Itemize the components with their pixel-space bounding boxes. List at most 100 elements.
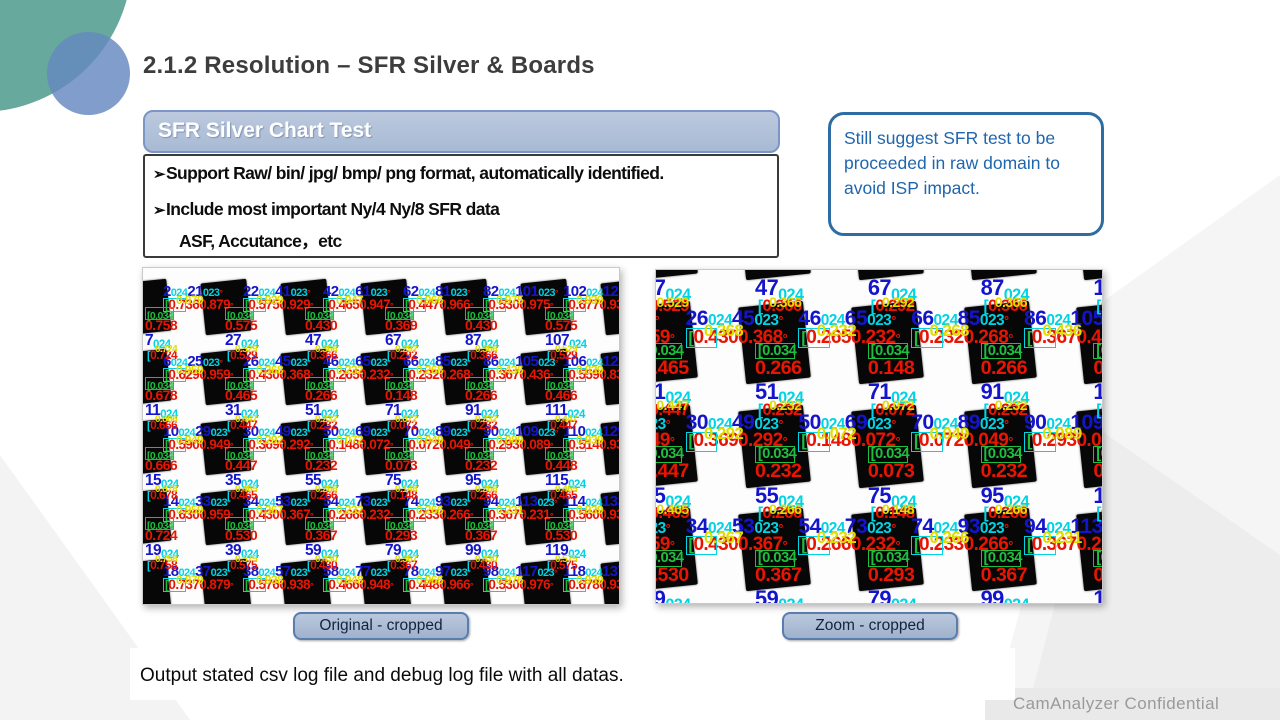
sfr-gap-value: 0.073 — [867, 460, 915, 483]
sfr-gap-index: 47024 — [305, 332, 339, 351]
teal-circle-decoration — [0, 0, 132, 112]
sfr-pair-label: 1002429023° — [656, 416, 671, 434]
sfr-pair-label: 2202441023° — [243, 283, 311, 300]
sfr-square-value: 0.072 [0.1480.072° — [798, 425, 901, 452]
sfr-pair-label: 7002489023° — [911, 411, 1009, 435]
sfr-gap-marker: [0.034 — [385, 517, 414, 533]
sfr-gap-subvalue: 0.575 [0.575 — [547, 553, 578, 572]
sfr-gap-marker: [0.034 — [656, 342, 684, 360]
sfr-square-value: 0.232 [0.2660.232° — [323, 502, 394, 522]
sfr-gap-subvalue: 0.529[0.529 — [1096, 297, 1102, 316]
sfr-square-value: 0.959[0.6290.959° — [656, 328, 675, 347]
sfr-gap-index: 107024 — [1093, 275, 1102, 301]
sfr-gap-marker: [0.034 — [867, 549, 910, 567]
sfr-gap-value: 0.465 — [225, 387, 258, 403]
caption-zoom-cropped: Zoom - cropped — [782, 612, 958, 640]
sfr-pair-label: 7402493023° — [911, 514, 1009, 538]
sfr-gap-marker: [0.034 — [755, 342, 797, 360]
sfr-gap-value: 0.530 — [1093, 564, 1102, 586]
sfr-square-value: 0.368 [0.4300.368° — [685, 322, 788, 349]
sfr-gap-value: 0.430 — [305, 317, 338, 333]
sfr-gap-subvalue: 0.447[0.447 — [227, 413, 258, 432]
sfr-gap-marker: [0.034 — [385, 307, 414, 323]
sfr-gap-subvalue: 0.430 [0.430 — [467, 553, 498, 572]
sfr-gap-subvalue: 0.266 [0.266 — [983, 500, 1028, 523]
sfr-gap-marker: [0.034 — [1093, 549, 1102, 567]
sfr-gap-marker: [0.034 — [145, 307, 174, 323]
sfr-gap-value: 0.678 — [145, 387, 178, 403]
sfr-gap-marker: [0.034 — [980, 342, 1022, 360]
sfr-gap-subvalue: 0.366 [0.366 — [757, 293, 802, 316]
sfr-gap-marker: [0.034 — [545, 517, 574, 533]
sfr-gap-index: 99024 — [465, 542, 499, 561]
sfr-square-value: 0.939[0.5600.939° — [563, 502, 619, 522]
bullet-item: ➢Support Raw/ bin/ jpg/ bmp/ png format,… — [153, 164, 664, 183]
sfr-gap-index: 91024 — [465, 402, 499, 421]
sfr-square-value: 0.879 [0.7370.879° — [163, 572, 234, 592]
sfr-gap-index: 87024 — [980, 275, 1030, 304]
sfr-gap-subvalue: 0.575 [0.575 — [227, 553, 258, 572]
sfr-gap-value: 0.293 — [385, 527, 418, 543]
sfr-gap-marker: [0.034 — [755, 446, 797, 463]
sfr-gap-subvalue: 0.666 [0.666 — [147, 413, 178, 432]
sfr-gap-marker: [0.034 — [225, 447, 254, 463]
sfr-gap-value: 0.266 — [980, 356, 1028, 379]
sfr-pair-label: 94024113023° — [483, 493, 558, 510]
sfr-gap-index: 95024 — [980, 482, 1030, 511]
sfr-square-value: 0.368 [0.4300.368° — [243, 362, 314, 382]
sfr-gap-index: 59024 — [305, 542, 339, 561]
footer-note: Output stated csv log file and debug log… — [140, 665, 624, 686]
sfr-gap-subvalue: 0.292 [0.292 — [870, 293, 915, 316]
sfr-gap-value: 0.465 — [656, 356, 689, 379]
bullet-arrow-icon: ➢ — [153, 166, 166, 183]
sfr-square-value: 0.976 [0.5300.976° — [483, 572, 554, 592]
sfr-gap-subvalue: 0.266 [0.266 — [467, 483, 498, 502]
sfr-gap-index: 51024 — [755, 379, 804, 408]
sfr-gap-marker: [0.034 — [145, 377, 174, 393]
sfr-chart-test-header-label: SFR Silver Chart Test — [158, 119, 372, 142]
sfr-pair-label: 3002449023° — [685, 411, 784, 435]
sfr-pair-label: 5402473023° — [323, 493, 391, 510]
sfr-gap-index: 39024 — [225, 542, 259, 561]
sfr-pair-label: 5802477023° — [323, 563, 391, 580]
sfr-square-value: 0.966 [0.4470.966° — [403, 292, 474, 312]
sfr-square-value: 0.232 [0.2660.232° — [798, 529, 901, 556]
sfr-square-value: 0.949[0.5900.949° — [163, 432, 234, 452]
sfr-pair-label: 202421023° — [163, 283, 223, 300]
sfr-gap-index: 107024 — [545, 332, 587, 351]
footer-band: Output stated csv log file and debug log… — [130, 648, 1015, 700]
sfr-gap-value: 0.447 — [225, 457, 258, 473]
sfr-panel-original: 202421023° 0.879 [0.7360.879° 2202441023° 0.… — [142, 267, 620, 605]
sfr-gap-value: 0.466 — [545, 387, 578, 403]
sfr-gap-marker: [0.034 — [465, 307, 494, 323]
sfr-square-value: 0.949[0.5900.949° — [656, 431, 675, 450]
sfr-gap-value: 0.232 — [980, 460, 1028, 483]
sfr-gap-subvalue: 0.430 [0.430 — [307, 553, 338, 572]
sfr-chart-test-header: SFR Silver Chart Test — [143, 110, 780, 153]
sfr-gap-index: 71024 — [385, 402, 419, 421]
sfr-square-value: 0.232 [0.2650.232° — [798, 322, 901, 349]
sfr-gap-subvalue: 0.465[0.465 — [227, 483, 258, 502]
sfr-gap-value: 0.575 — [545, 317, 578, 333]
sfr-gap-index: 87024 — [465, 332, 499, 351]
sfr-gap-value: 0.575 — [225, 317, 258, 333]
sfr-gap-marker: [0.034 — [656, 446, 684, 463]
blue-circle-decoration — [47, 32, 130, 115]
sfr-pattern-original: 202421023° 0.879 [0.7360.879° 2202441023° 0.… — [143, 268, 619, 604]
sfr-gap-index: 55024 — [305, 472, 339, 491]
sfr-gap-marker: [0.034 — [755, 549, 797, 567]
sfr-gap-value: 0.575 — [656, 270, 689, 275]
sfr-gap-marker: [0.034 — [656, 549, 684, 567]
sfr-pair-label: 90024109023° — [1024, 411, 1102, 435]
sfr-gap-marker: [0.034 — [225, 377, 254, 393]
sfr-square-value: 0.966 [0.4480.966° — [403, 572, 474, 592]
sfr-pair-label: 118024137023° — [563, 563, 619, 580]
sfr-gap-index: 59024 — [755, 586, 804, 603]
sfr-gap-index: 119024 — [545, 542, 586, 561]
sfr-gap-index: 75024 — [385, 472, 419, 491]
sfr-square-value: 0.072 [0.1480.072° — [323, 432, 394, 452]
sfr-gap-subvalue: 0.447[0.447 — [1096, 401, 1102, 419]
sfr-gap-index: 47024 — [755, 275, 804, 304]
sfr-square-value: 0.975 [0.5300.975° — [483, 292, 554, 312]
sfr-square-value: 0.367 [0.4300.367° — [243, 502, 314, 522]
